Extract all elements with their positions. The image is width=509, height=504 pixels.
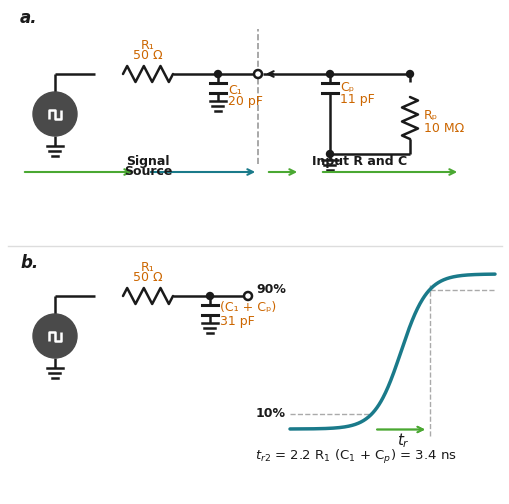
Circle shape	[253, 70, 262, 78]
Text: 50 Ω: 50 Ω	[133, 49, 162, 62]
Text: Input R and C: Input R and C	[312, 155, 407, 168]
Text: 10%: 10%	[256, 407, 286, 420]
Text: Cₚ: Cₚ	[340, 82, 353, 95]
Text: R₁: R₁	[141, 39, 155, 52]
Text: (C₁ + Cₚ): (C₁ + Cₚ)	[219, 301, 276, 314]
Circle shape	[206, 292, 213, 299]
Text: $t_r$: $t_r$	[396, 431, 409, 450]
Text: 50 Ω: 50 Ω	[133, 271, 162, 284]
Circle shape	[243, 292, 251, 300]
Text: 31 pF: 31 pF	[219, 316, 254, 329]
Text: 11 pF: 11 pF	[340, 94, 374, 106]
Text: $t_{r2}$ = 2.2 R$_1$ (C$_1$ + C$_p$) = 3.4 ns: $t_{r2}$ = 2.2 R$_1$ (C$_1$ + C$_p$) = 3…	[254, 448, 456, 466]
Text: Source: Source	[124, 165, 172, 178]
Circle shape	[406, 71, 413, 78]
Text: R₁: R₁	[141, 261, 155, 274]
Text: 20 pF: 20 pF	[228, 95, 262, 108]
Circle shape	[326, 151, 333, 157]
Text: a.: a.	[20, 9, 38, 27]
Text: Rₚ: Rₚ	[423, 109, 437, 122]
Text: Signal: Signal	[126, 155, 169, 168]
Text: 90%: 90%	[256, 283, 286, 296]
Circle shape	[326, 71, 333, 78]
Text: 10 MΩ: 10 MΩ	[423, 121, 463, 135]
Text: C₁: C₁	[228, 84, 241, 96]
Text: b.: b.	[20, 254, 38, 272]
Circle shape	[33, 314, 77, 358]
Circle shape	[214, 71, 221, 78]
Circle shape	[33, 92, 77, 136]
